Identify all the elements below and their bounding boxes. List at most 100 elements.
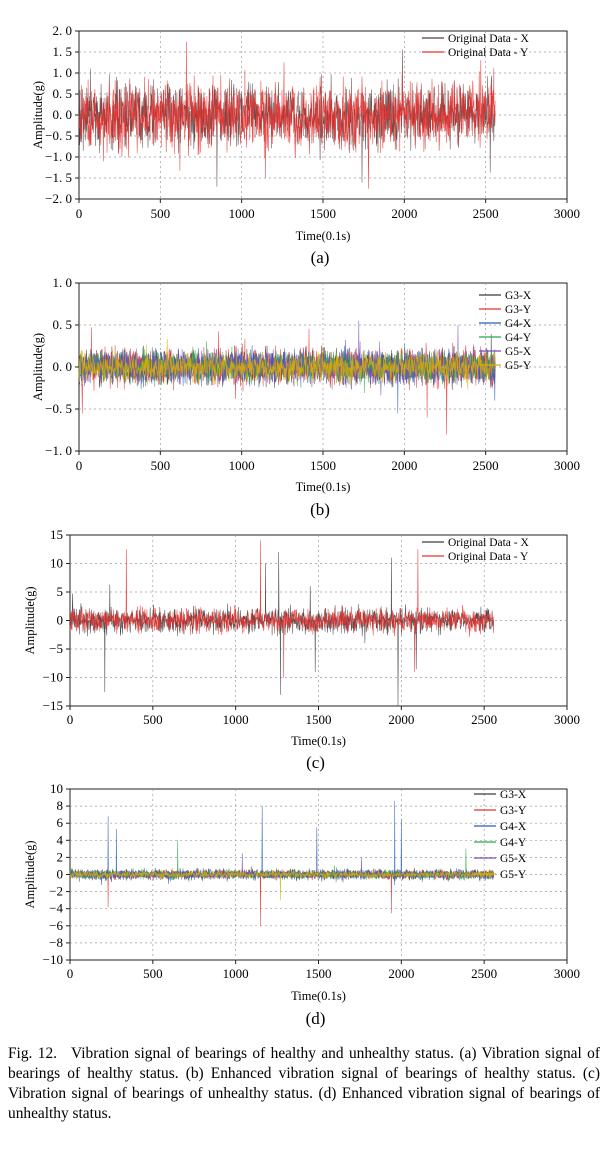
chart-panel-3: −15 −10 −5 0 5 10 15 0 500 1000 1500 2000 2500 3000 Ti… [23,527,580,772]
y-tick-label: 1. 5 [53,44,73,59]
y-axis-label: Amplitude(g) [31,333,45,401]
x-tick-label: 0 [67,966,74,981]
x-axis-label: Time(0.1s) [291,734,346,748]
y-tick-label: 10 [50,556,63,571]
legend-label: Original Data - X [448,33,529,45]
legend: Original Data - X Original Data - Y [422,33,529,59]
x-axis-label: Time(0.1s) [291,989,346,1003]
y-tick-label: 0. 5 [53,317,73,332]
x-tick-label: 500 [143,712,163,727]
x-tick-label: 0 [67,712,74,727]
legend-label: G3-Y [500,805,527,817]
caption-label: Fig. 12. [8,1045,58,1062]
y-tick-label: −15 [43,698,63,713]
y-tick-label: −4 [49,901,63,916]
y-tick-label: −1. 0 [45,443,72,458]
y-tick-label: −10 [43,670,63,685]
legend-label: G5-X [505,346,532,358]
x-tick-label: 1500 [306,712,332,727]
y-tick-label: 10 [50,781,63,796]
legend: G3-X G3-Y G4-X G4-Y G5-X G5-Y [479,290,532,372]
legend-label: Original Data - Y [448,47,529,59]
legend-label: Original Data - X [448,537,529,549]
y-tick-label: −2 [49,884,63,899]
legend-label: G3-X [500,789,527,801]
y-tick-label: 5 [57,584,64,599]
x-tick-label: 3000 [554,712,580,727]
series-line-original-data-x [79,49,496,187]
y-axis-label: Amplitude(g) [23,840,37,908]
series-line-g5-y [78,338,496,390]
legend-label: G4-Y [500,837,527,849]
y-tick-label: 2. 0 [53,23,73,38]
x-axis-label: Time(0.1s) [296,229,351,243]
x-tick-label: 2500 [471,966,497,981]
x-tick-label: 3000 [554,458,580,473]
legend-label: G5-Y [505,360,532,372]
x-tick-label: 1000 [223,966,249,981]
figure: −2. 0 −1. 5 −1. 0 −0. 5 0. 0 0. 5 1. 0 1. 5 2. 0… [23,23,580,1028]
x-tick-label: 1000 [229,206,255,221]
series-line-original-data-y [69,540,495,678]
legend-label: G4-X [500,821,527,833]
y-tick-label: 1. 0 [53,65,73,80]
series-line-original-data-y [78,41,496,189]
x-tick-label: 0 [76,458,83,473]
legend: Original Data - X Original Data - Y [422,537,529,563]
y-tick-label: −1. 0 [45,149,72,164]
x-tick-label: 2500 [473,458,499,473]
panel-label: (c) [306,753,325,772]
x-tick-label: 2000 [388,712,414,727]
x-tick-label: 1500 [310,458,336,473]
y-tick-label: 1. 0 [53,275,73,290]
y-tick-label: 0. 0 [53,359,73,374]
legend-label: G4-Y [505,332,532,344]
y-tick-label: 2 [57,849,64,864]
x-tick-label: 2500 [471,712,497,727]
panel-label: (b) [310,500,330,519]
legend-label: G3-Y [505,304,532,316]
y-tick-label: −10 [43,952,63,967]
y-tick-label: 6 [57,815,64,830]
legend-label: G4-X [505,318,532,330]
x-tick-label: 2000 [388,966,414,981]
y-tick-label: −6 [49,918,63,933]
x-tick-label: 2000 [391,458,417,473]
legend-label: G5-Y [500,869,527,881]
figure-svg: −2. 0 −1. 5 −1. 0 −0. 5 0. 0 0. 5 1. 0 1. 5 2. 0… [23,23,580,1028]
x-tick-label: 0 [76,206,83,221]
x-tick-label: 500 [151,206,171,221]
y-tick-label: −2. 0 [45,191,72,206]
x-tick-label: 2500 [473,206,499,221]
x-tick-label: 500 [143,966,163,981]
y-tick-label: −0. 5 [45,401,72,416]
y-tick-label: −0. 5 [45,128,72,143]
y-tick-label: −5 [49,641,63,656]
y-tick-label: −8 [49,935,63,950]
panel-label: (a) [311,248,330,267]
legend-label: G5-X [500,853,527,865]
x-tick-label: 3000 [554,206,580,221]
y-tick-label: −1. 5 [45,170,72,185]
chart-panel-2: −1. 0 −0. 5 0. 0 0. 5 1. 0 0 500 1000 1500 2000 25… [31,275,580,519]
x-tick-label: 2000 [391,206,417,221]
x-axis-label: Time(0.1s) [296,480,351,494]
figure-caption: Fig. 12. Vibration signal of bearings of … [8,1044,600,1124]
x-tick-label: 1500 [306,966,332,981]
y-axis-label: Amplitude(g) [31,81,45,149]
y-tick-label: 0 [57,867,64,882]
legend-label: G3-X [505,290,532,302]
y-axis-label: Amplitude(g) [23,586,37,654]
legend-label: Original Data - Y [448,551,529,563]
series-line-g5-y [69,867,495,901]
x-tick-label: 1000 [223,712,249,727]
panel-label: (d) [306,1009,326,1028]
y-tick-label: 4 [57,832,64,847]
x-tick-label: 500 [151,458,171,473]
x-tick-label: 1000 [229,458,255,473]
caption-text: Vibration signal of bearings of healthy … [8,1045,601,1122]
x-tick-label: 1500 [310,206,336,221]
y-tick-label: 0. 0 [53,107,73,122]
legend: G3-X G3-Y G4-X G4-Y G5-X G5-Y [474,789,527,881]
y-tick-label: 8 [57,798,64,813]
